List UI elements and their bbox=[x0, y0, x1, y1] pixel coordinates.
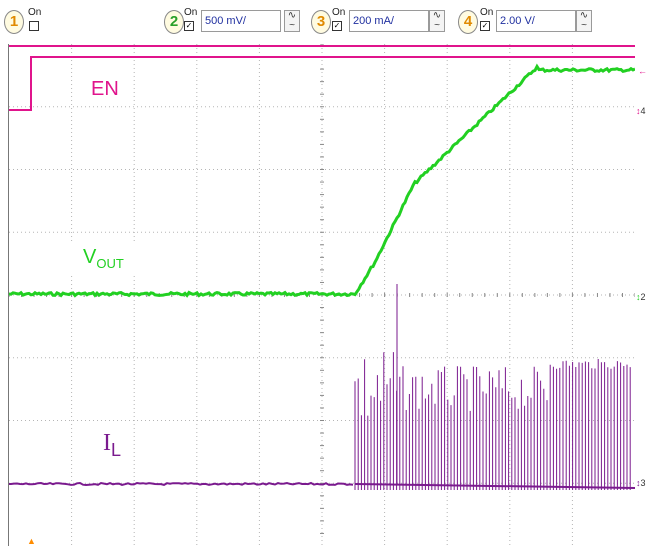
channel-3-marker-number: 3 bbox=[640, 478, 646, 488]
channel-2-ground-marker[interactable]: ↕2 bbox=[636, 292, 646, 302]
en-label-text: EN bbox=[91, 78, 119, 100]
channel-2-on-label: On bbox=[184, 7, 198, 18]
vout-label-sub: OUT bbox=[96, 256, 124, 271]
channel-3-ground-marker[interactable]: ↕3 bbox=[636, 478, 646, 488]
channel-4-on-checkbox[interactable]: ✓ bbox=[480, 21, 490, 31]
channel-toolbar: 1 On 2 On ✓ 500 mV/ ∿ ~ 3 On ✓ 200 mA/ ∿ ~… bbox=[0, 0, 648, 44]
channel-2-marker-number: 2 bbox=[640, 292, 646, 302]
channel-4-on-label: On bbox=[480, 7, 494, 18]
il-switching-trace bbox=[354, 284, 631, 490]
waveform-canvas bbox=[9, 44, 635, 546]
il-label-main: I bbox=[103, 430, 111, 456]
en-trace bbox=[9, 56, 635, 111]
channel-3-on-label: On bbox=[332, 7, 346, 18]
ac-coupling-icon: ∿ bbox=[579, 10, 589, 21]
channel-3-number[interactable]: 3 bbox=[311, 10, 331, 34]
channel-4-coupling-button[interactable]: ∿ ~ bbox=[576, 10, 592, 32]
waveform-traces bbox=[9, 45, 635, 490]
channel-3-on-checkbox[interactable]: ✓ bbox=[332, 21, 342, 31]
vout-trace bbox=[9, 63, 635, 298]
vout-trace-label: VOUT bbox=[71, 244, 136, 273]
vout-label-main: V bbox=[83, 246, 97, 268]
channel-1-number[interactable]: 1 bbox=[4, 10, 24, 34]
graticule bbox=[9, 44, 635, 546]
channel-2-scale-field[interactable]: 500 mV/ bbox=[201, 10, 281, 32]
channel-4-scale-field[interactable]: 2.00 V/ bbox=[496, 10, 576, 32]
ac-coupling-icon: ∿ bbox=[287, 10, 297, 21]
en-trace-label: EN bbox=[79, 76, 131, 103]
channel-3-coupling-button[interactable]: ∿ ~ bbox=[429, 10, 445, 32]
channel-4-ground-marker[interactable]: ↕4 bbox=[636, 106, 646, 116]
ac-coupling-icon: ∿ bbox=[432, 10, 442, 21]
channel-1-on-checkbox[interactable] bbox=[29, 21, 39, 31]
channel-3-scale-field[interactable]: 200 mA/ bbox=[349, 10, 429, 32]
il-baseline-trace bbox=[9, 481, 354, 487]
trigger-position-marker[interactable]: ▲ bbox=[27, 536, 36, 546]
waveform-display[interactable]: EN VOUT IL ↕4 ↕2 ↕3 ← ▲ bbox=[8, 44, 647, 546]
channel-2-number[interactable]: 2 bbox=[164, 10, 184, 34]
channel-2-coupling-button[interactable]: ∿ ~ bbox=[284, 10, 300, 32]
channel-4-marker-number: 4 bbox=[640, 106, 646, 116]
channel-1-on-label: On bbox=[28, 7, 42, 18]
channel-4-number[interactable]: 4 bbox=[458, 10, 478, 34]
trigger-level-marker[interactable]: ← bbox=[638, 66, 647, 76]
il-trace-label: IL bbox=[91, 428, 134, 463]
channel-2-on-checkbox[interactable]: ✓ bbox=[184, 21, 194, 31]
il-label-sub: L bbox=[111, 439, 122, 460]
